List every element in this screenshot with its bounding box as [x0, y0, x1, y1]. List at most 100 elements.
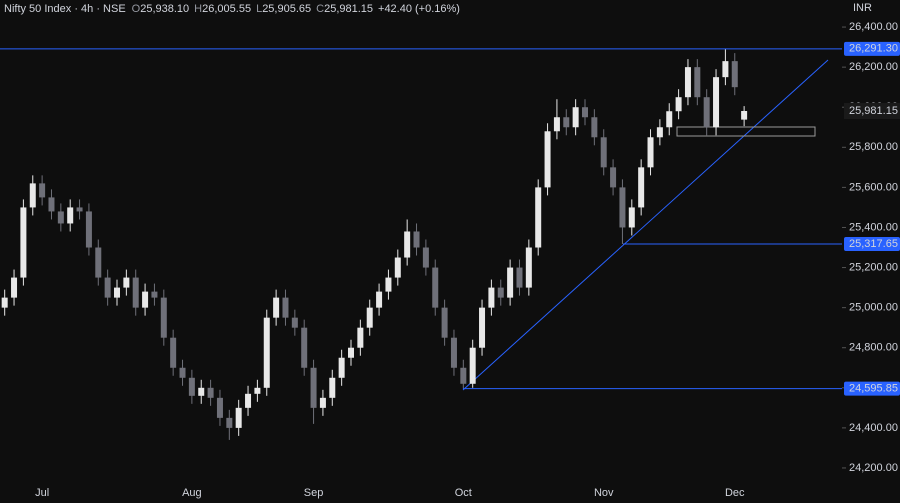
candle-body — [666, 111, 673, 128]
y-tick-label: 24,400.00 — [849, 422, 898, 434]
candle-body — [741, 110, 748, 120]
candle-body — [104, 277, 111, 298]
level-label-box — [844, 41, 900, 56]
candle-body — [694, 67, 701, 98]
ohlc-value: 25,981.15 — [324, 3, 373, 15]
candle-body — [132, 277, 139, 308]
y-tick-label: 25,200.00 — [849, 261, 898, 273]
x-tick-label: Sep — [304, 487, 324, 499]
candle-body — [432, 267, 439, 308]
candle-body — [170, 337, 177, 368]
level-label: 24,595.85 — [849, 383, 898, 395]
candle-body — [460, 367, 467, 384]
candle-body — [179, 367, 186, 378]
candle-body — [67, 207, 74, 224]
support-zone — [676, 126, 816, 137]
candle-body — [207, 387, 214, 398]
candle-body — [413, 231, 420, 248]
x-tick-label: Nov — [594, 487, 614, 499]
candle-body — [582, 107, 588, 118]
ohlc-key: H — [194, 3, 202, 15]
candle-body — [422, 247, 429, 268]
candle-body — [254, 387, 261, 394]
header-legend: Nifty 50 Index · 4h · NSE O25,938.10 H26,0… — [4, 3, 460, 15]
candle-body — [535, 187, 542, 248]
candle-body — [329, 377, 336, 398]
candle-body — [376, 291, 383, 308]
candle-body — [76, 207, 83, 212]
candle-body — [404, 231, 411, 258]
y-tick-label: 24,200.00 — [849, 462, 898, 474]
candle-body — [563, 117, 570, 128]
candle-body — [57, 211, 64, 224]
candle-body — [656, 127, 663, 138]
candle-body — [628, 207, 635, 228]
candle-body — [366, 307, 373, 328]
candle-body — [516, 267, 523, 288]
candle-body — [39, 183, 46, 198]
candle-body — [123, 277, 130, 288]
candle-body — [160, 297, 167, 338]
candle-body — [497, 287, 504, 298]
y-tick-label: 26,400.00 — [849, 21, 898, 33]
candle-body — [85, 211, 92, 248]
candle-body — [638, 167, 645, 208]
level-label: 26,291.30 — [849, 43, 898, 55]
candle-body — [572, 107, 579, 128]
ohlc-key: L — [256, 3, 262, 15]
y-tick-label: 25,400.00 — [849, 221, 898, 233]
candle-body — [11, 277, 18, 298]
candle-body — [95, 247, 102, 278]
candle-body — [731, 61, 738, 88]
candle-body — [216, 397, 223, 418]
ohlc-value: 25,905.65 — [262, 3, 311, 15]
y-tick-label: 26,200.00 — [849, 61, 898, 73]
candle-body — [226, 417, 233, 428]
ohlc-value: 25,938.10 — [140, 3, 189, 15]
x-tick-label: Dec — [725, 487, 745, 499]
candle-body — [488, 287, 495, 308]
x-tick-label: Aug — [182, 487, 202, 499]
candle-body — [610, 167, 617, 188]
candle-body — [722, 61, 729, 78]
candle-body — [553, 117, 560, 132]
ohlc-key: C — [316, 3, 324, 15]
candle-body — [684, 67, 691, 98]
candle-body — [273, 297, 280, 318]
candle-body — [525, 247, 532, 288]
candle-body — [357, 327, 364, 348]
candle-body — [703, 97, 710, 128]
candle-body — [507, 267, 514, 298]
y-tick-label: 24,800.00 — [849, 342, 898, 354]
symbol-title: Nifty 50 Index · 4h · NSE — [4, 3, 126, 15]
candle-body — [441, 307, 448, 338]
level-label: 25,317.65 — [849, 238, 898, 250]
candle-body — [600, 137, 607, 168]
candle-body — [291, 317, 298, 328]
candle-body — [20, 207, 27, 278]
candle-body — [385, 277, 392, 292]
candle-body — [188, 377, 195, 396]
ohlc-key: O — [132, 3, 141, 15]
x-tick-label: Jul — [35, 487, 49, 499]
ohlc-value: 26,005.55 — [202, 3, 251, 15]
change: +42.40 (+0.16%) — [378, 3, 460, 15]
level-label-box — [844, 381, 900, 396]
candle-body — [114, 287, 120, 298]
candle-body — [591, 117, 598, 138]
candle-body — [29, 183, 36, 208]
candle-body — [450, 337, 457, 368]
last-price-label: 25,981.15 — [849, 105, 898, 117]
candle-body — [348, 347, 354, 358]
currency: INR — [853, 2, 872, 14]
candle-body — [151, 291, 158, 298]
y-tick-label: 25,000.00 — [849, 302, 898, 314]
candle-body — [713, 77, 720, 128]
candle-body — [301, 327, 308, 368]
last-price-box — [844, 102, 900, 119]
candle-body — [675, 97, 682, 112]
candle-body — [619, 187, 626, 228]
y-tick-label: 25,600.00 — [849, 181, 898, 193]
candle-body — [544, 131, 551, 188]
